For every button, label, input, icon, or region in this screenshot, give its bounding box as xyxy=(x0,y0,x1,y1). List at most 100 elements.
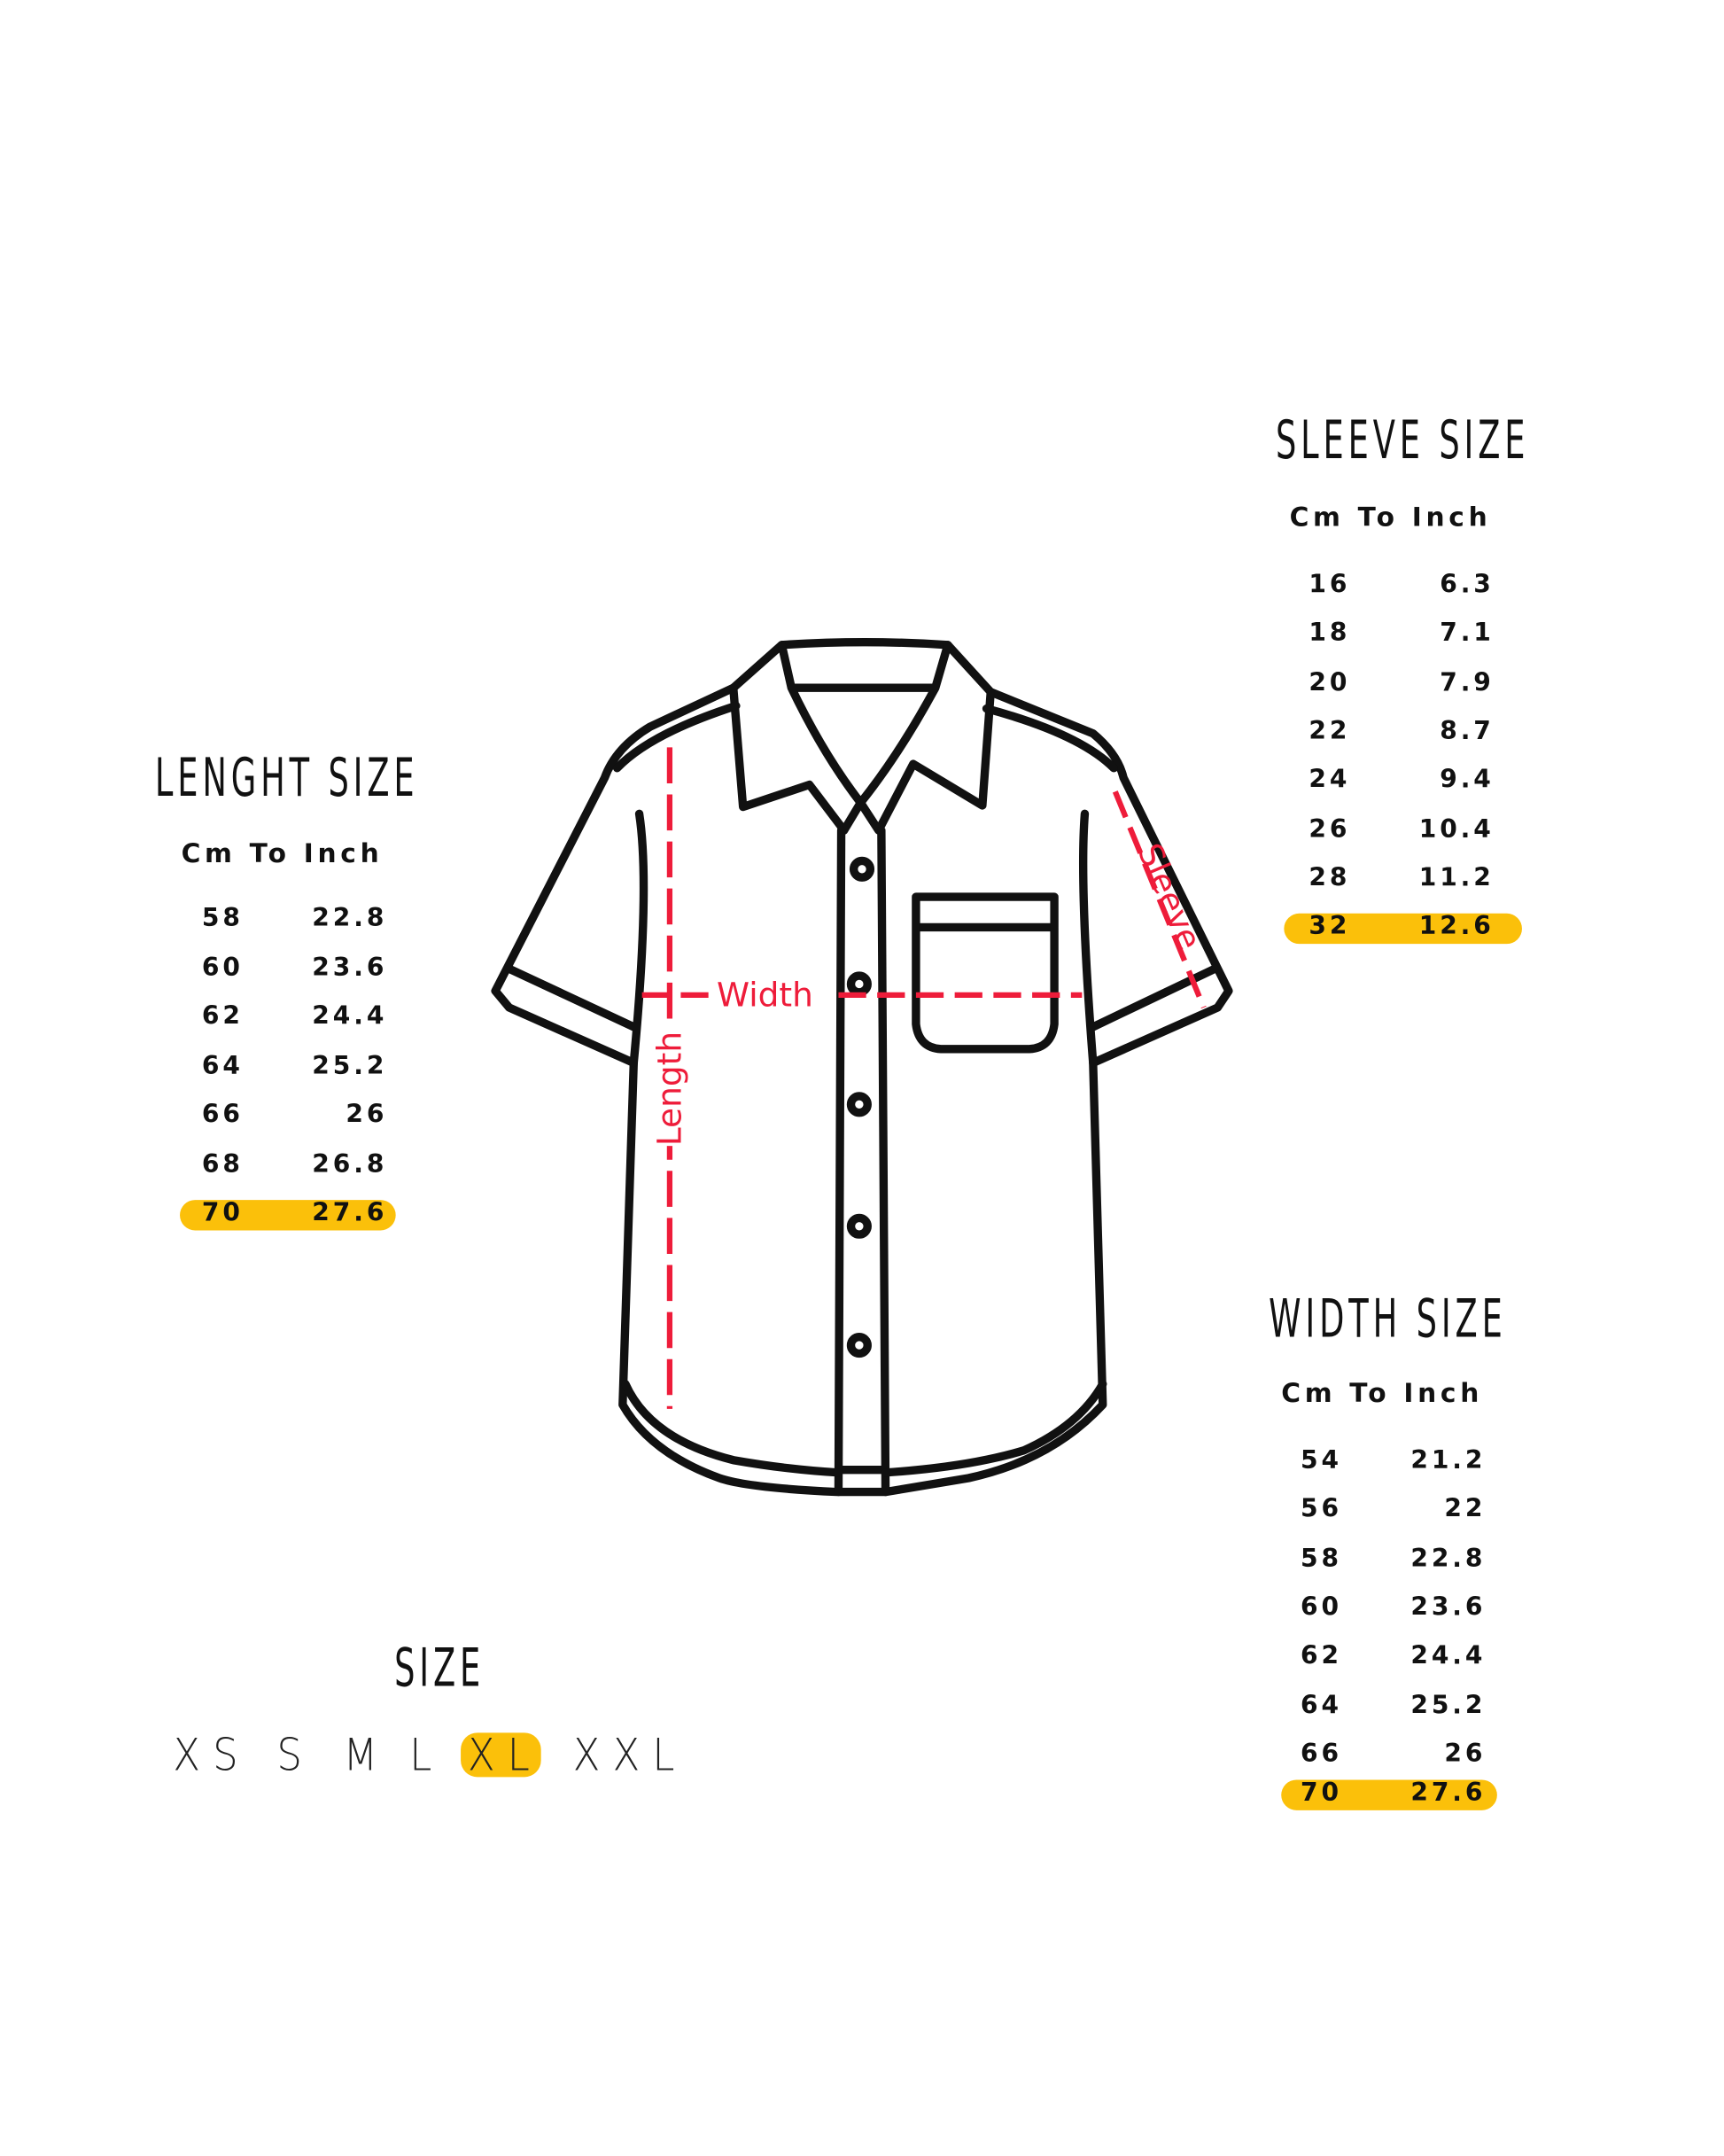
table-row: 70 27.6 xyxy=(180,1197,456,1231)
length-subtitle: Cm To Inch xyxy=(181,838,384,869)
table-row: 64 25.2 xyxy=(1281,1689,1557,1722)
table-row: 68 26.8 xyxy=(180,1148,456,1181)
table-row: 32 12.6 xyxy=(1284,911,1560,945)
cm-value: 24 xyxy=(1309,765,1351,795)
button xyxy=(849,856,875,882)
inch-value: 22.8 xyxy=(312,903,388,933)
button xyxy=(846,971,872,997)
table-row: 62 24.4 xyxy=(1281,1640,1557,1673)
width-subtitle: Cm To Inch xyxy=(1281,1378,1484,1409)
cm-value: 64 xyxy=(1300,1690,1342,1720)
inch-value: 25.2 xyxy=(1410,1690,1487,1720)
cm-value: 66 xyxy=(201,1100,244,1130)
selected-size-highlight xyxy=(461,1732,541,1778)
inch-value: 25.2 xyxy=(312,1051,388,1080)
size-option-l[interactable]: L xyxy=(409,1728,445,1782)
cm-value: 20 xyxy=(1309,667,1351,697)
row-highlight xyxy=(180,1200,396,1231)
cm-value: 62 xyxy=(1300,1641,1342,1671)
cm-value: 28 xyxy=(1309,863,1351,893)
cm-value: 68 xyxy=(201,1149,244,1179)
inch-value: 12.6 xyxy=(1418,912,1495,942)
cm-value: 58 xyxy=(201,903,244,933)
cm-value: 32 xyxy=(1309,912,1351,942)
table-row: 66 26 xyxy=(1281,1738,1557,1771)
inch-value: 22.8 xyxy=(1410,1544,1487,1574)
inch-value: 27.6 xyxy=(1410,1779,1487,1808)
table-row: 64 25.2 xyxy=(180,1050,456,1083)
table-row: 62 24.4 xyxy=(180,1000,456,1033)
table-row: 26 10.4 xyxy=(1284,813,1560,846)
table-row: 58 22.8 xyxy=(1281,1543,1557,1576)
inch-value: 11.2 xyxy=(1418,863,1495,893)
size-option-xs[interactable]: XS xyxy=(173,1728,251,1782)
table-row: 60 23.6 xyxy=(1281,1592,1557,1624)
pocket xyxy=(912,892,1059,1054)
table-row: 20 7.9 xyxy=(1284,666,1560,699)
size-option-xxl[interactable]: XXL xyxy=(572,1728,687,1782)
cm-value: 66 xyxy=(1300,1739,1342,1769)
inch-value: 24.4 xyxy=(312,1001,388,1031)
length-label: Length xyxy=(649,1031,688,1146)
sleeve-label: Sleeve xyxy=(1130,837,1210,955)
inch-value: 21.2 xyxy=(1410,1446,1487,1475)
hem-seam xyxy=(621,1380,1107,1477)
cm-value: 70 xyxy=(1300,1779,1342,1808)
table-row: 22 8.7 xyxy=(1284,715,1560,748)
table-row: 16 6.3 xyxy=(1284,569,1560,602)
inch-value: 26 xyxy=(1444,1739,1487,1769)
table-row: 28 11.2 xyxy=(1284,862,1560,895)
size-option-s[interactable]: S xyxy=(276,1728,315,1782)
size-option-m[interactable]: M xyxy=(343,1728,391,1782)
button xyxy=(846,1333,872,1358)
cm-value: 22 xyxy=(1309,716,1351,746)
cm-value: 60 xyxy=(201,953,244,983)
length-title: LENGHT SIZE xyxy=(154,747,419,809)
size-title: SIZE xyxy=(394,1637,485,1699)
cm-value: 58 xyxy=(1300,1544,1342,1574)
placket xyxy=(834,826,890,1497)
width-title: WIDTH SIZE xyxy=(1269,1288,1507,1350)
inch-value: 27.6 xyxy=(312,1198,388,1228)
cm-value: 26 xyxy=(1309,814,1351,844)
cm-value: 56 xyxy=(1300,1495,1342,1525)
table-row: 66 26 xyxy=(180,1099,456,1132)
sleeve-measure-line xyxy=(1112,790,1207,1009)
table-row: 70 27.6 xyxy=(1281,1777,1557,1810)
yoke-seam xyxy=(612,701,1118,773)
table-row: 54 21.2 xyxy=(1281,1445,1557,1478)
sleeve-subtitle: Cm To Inch xyxy=(1289,502,1492,533)
inch-value: 24.4 xyxy=(1410,1641,1487,1671)
inch-value: 23.6 xyxy=(312,953,388,983)
table-row: 18 7.1 xyxy=(1284,618,1560,650)
collar xyxy=(729,641,995,835)
inch-value: 9.4 xyxy=(1440,765,1495,795)
inch-value: 6.3 xyxy=(1440,570,1495,600)
inch-value: 23.6 xyxy=(1410,1592,1487,1623)
inch-value: 26.8 xyxy=(312,1149,388,1179)
sleeve-seams xyxy=(505,809,1219,1068)
button xyxy=(846,1213,872,1239)
inch-value: 26 xyxy=(346,1100,388,1130)
inch-value: 22 xyxy=(1444,1495,1487,1525)
row-highlight xyxy=(1281,1779,1497,1810)
inch-value: 7.9 xyxy=(1440,667,1495,697)
cm-value: 18 xyxy=(1309,619,1351,649)
inch-value: 8.7 xyxy=(1440,716,1495,746)
cm-value: 70 xyxy=(201,1198,244,1228)
size-option-xl[interactable]: XL xyxy=(467,1728,542,1782)
cm-value: 60 xyxy=(1300,1592,1342,1623)
table-row: 24 9.4 xyxy=(1284,764,1560,797)
cm-value: 16 xyxy=(1309,570,1351,600)
table-row: 56 22 xyxy=(1281,1494,1557,1527)
width-label: Width xyxy=(717,975,813,1014)
shirt-outline xyxy=(491,637,1233,1497)
cm-value: 64 xyxy=(201,1051,244,1080)
sleeve-title: SLEEVE SIZE xyxy=(1275,409,1530,471)
row-highlight xyxy=(1284,913,1522,945)
button xyxy=(846,1092,872,1117)
cm-value: 54 xyxy=(1300,1446,1342,1475)
inch-value: 10.4 xyxy=(1418,814,1495,844)
table-row: 58 22.8 xyxy=(180,902,456,935)
